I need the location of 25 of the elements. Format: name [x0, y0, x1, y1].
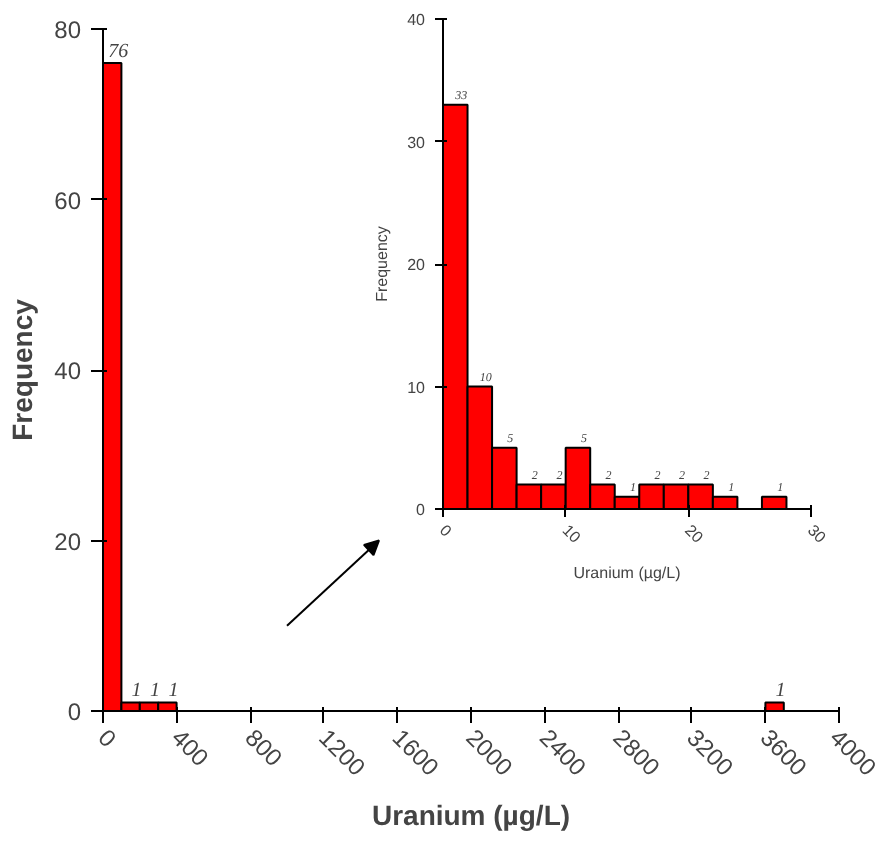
data-label: 1 — [150, 680, 160, 703]
y-tick-label: 40 — [54, 357, 82, 385]
y-tick-label: 0 — [416, 501, 427, 519]
y-axis-title: Frequency — [6, 298, 39, 441]
x-tick-label: 0 — [92, 723, 123, 754]
y-tick-label: 60 — [54, 186, 82, 215]
x-axis-title: Uranium (µg/L) — [371, 799, 571, 832]
x-tick-label: 20 — [681, 521, 708, 548]
y-tick-label: 80 — [54, 16, 82, 44]
y-tick-label: 20 — [407, 256, 427, 274]
data-label: 1 — [131, 680, 142, 703]
x-tick-label: 10 — [558, 521, 585, 548]
x-tick-label: 800 — [239, 723, 289, 773]
x-tick-label: 30 — [803, 521, 831, 548]
y-tick-label: 10 — [407, 378, 427, 397]
data-label: 1 — [775, 680, 786, 703]
x-tick-label: 400 — [166, 723, 215, 773]
y-tick-label: 40 — [407, 11, 427, 29]
data-label: 1 — [168, 680, 179, 703]
y-tick-label: 30 — [407, 133, 427, 152]
x-axis-title: Uranium (µg/L) — [573, 564, 682, 583]
y-axis-title: Frequency — [373, 226, 392, 302]
data-label: 76 — [108, 41, 129, 64]
x-tick-label: 0 — [435, 521, 456, 542]
y-tick-label: 0 — [67, 698, 82, 726]
